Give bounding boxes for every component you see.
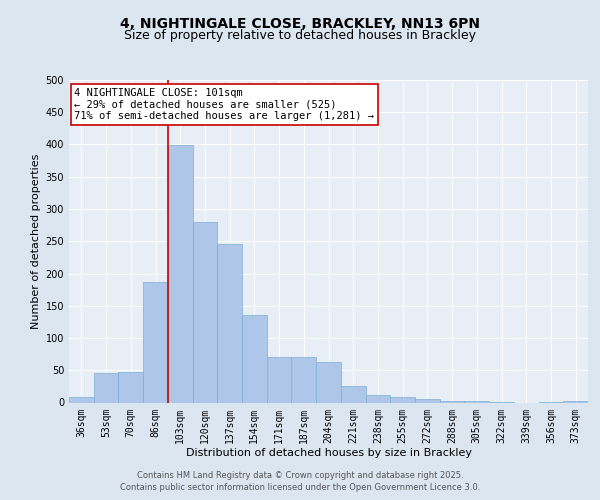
- Bar: [267, 358, 292, 403]
- Y-axis label: Number of detached properties: Number of detached properties: [31, 154, 41, 329]
- Bar: [242, 316, 267, 402]
- Bar: [365, 395, 390, 402]
- Bar: [69, 396, 94, 402]
- Bar: [94, 373, 118, 402]
- X-axis label: Distribution of detached houses by size in Brackley: Distribution of detached houses by size …: [185, 448, 472, 458]
- Bar: [118, 372, 143, 402]
- Bar: [168, 145, 193, 403]
- Bar: [464, 401, 489, 402]
- Text: 4 NIGHTINGALE CLOSE: 101sqm
← 29% of detached houses are smaller (525)
71% of se: 4 NIGHTINGALE CLOSE: 101sqm ← 29% of det…: [74, 88, 374, 122]
- Bar: [415, 398, 440, 402]
- Bar: [193, 222, 217, 402]
- Bar: [563, 401, 588, 402]
- Text: Contains public sector information licensed under the Open Government Licence 3.: Contains public sector information licen…: [120, 483, 480, 492]
- Bar: [440, 400, 464, 402]
- Bar: [341, 386, 365, 402]
- Bar: [390, 396, 415, 402]
- Bar: [217, 244, 242, 402]
- Bar: [316, 362, 341, 403]
- Text: Size of property relative to detached houses in Brackley: Size of property relative to detached ho…: [124, 29, 476, 42]
- Bar: [143, 282, 168, 403]
- Text: 4, NIGHTINGALE CLOSE, BRACKLEY, NN13 6PN: 4, NIGHTINGALE CLOSE, BRACKLEY, NN13 6PN: [120, 18, 480, 32]
- Text: Contains HM Land Registry data © Crown copyright and database right 2025.: Contains HM Land Registry data © Crown c…: [137, 472, 463, 480]
- Bar: [292, 358, 316, 403]
